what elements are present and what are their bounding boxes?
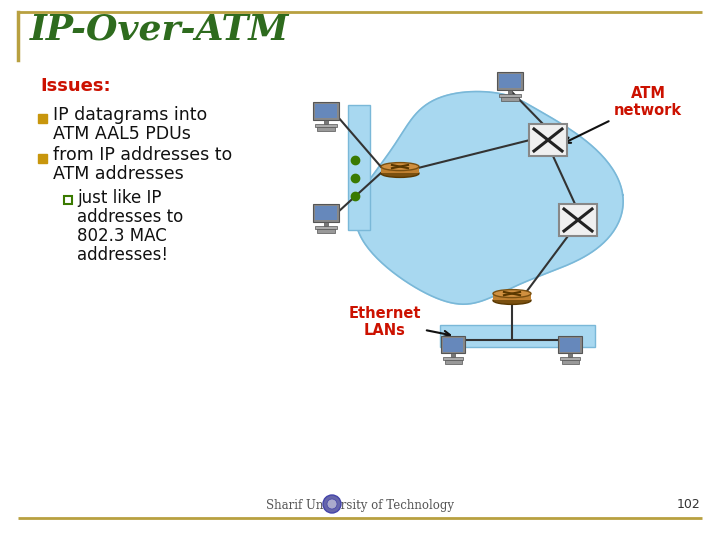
Circle shape bbox=[323, 495, 341, 513]
Bar bbox=[568, 353, 572, 357]
Bar bbox=[381, 166, 419, 173]
Text: IP datagrams into: IP datagrams into bbox=[53, 106, 207, 124]
Bar bbox=[493, 294, 531, 300]
Bar bbox=[443, 357, 463, 360]
Bar bbox=[558, 336, 582, 353]
Bar bbox=[324, 120, 328, 124]
Text: addresses!: addresses! bbox=[77, 246, 168, 264]
Text: just like IP: just like IP bbox=[77, 189, 161, 207]
Bar bbox=[317, 127, 335, 131]
Bar bbox=[440, 325, 595, 347]
Bar bbox=[498, 72, 523, 90]
Bar bbox=[560, 338, 580, 352]
Text: 802.3 MAC: 802.3 MAC bbox=[77, 227, 167, 245]
Bar bbox=[508, 90, 512, 94]
Text: ATM addresses: ATM addresses bbox=[53, 165, 184, 183]
Bar bbox=[451, 353, 455, 357]
Bar bbox=[38, 113, 47, 123]
Ellipse shape bbox=[493, 289, 531, 298]
Bar bbox=[38, 153, 47, 163]
Ellipse shape bbox=[381, 170, 419, 178]
Bar bbox=[562, 360, 578, 363]
Bar bbox=[501, 97, 519, 101]
Text: Issues:: Issues: bbox=[40, 77, 111, 95]
Bar bbox=[443, 338, 463, 352]
Bar bbox=[315, 124, 337, 127]
Text: IP-Over-ATM: IP-Over-ATM bbox=[30, 13, 289, 47]
Text: 102: 102 bbox=[676, 498, 700, 511]
Bar bbox=[499, 94, 521, 97]
Bar bbox=[444, 360, 462, 363]
Text: Sharif University of Technology: Sharif University of Technology bbox=[266, 498, 454, 511]
Bar bbox=[313, 102, 338, 120]
Text: Ethernet
LANs: Ethernet LANs bbox=[348, 306, 450, 338]
Bar bbox=[348, 105, 370, 230]
Ellipse shape bbox=[381, 163, 419, 171]
Bar bbox=[560, 357, 580, 360]
Bar bbox=[529, 124, 567, 156]
Ellipse shape bbox=[493, 296, 531, 305]
Bar bbox=[324, 222, 328, 226]
Text: from IP addresses to: from IP addresses to bbox=[53, 146, 233, 164]
Polygon shape bbox=[356, 92, 623, 304]
Text: ATM AAL5 PDUs: ATM AAL5 PDUs bbox=[53, 125, 191, 143]
Bar bbox=[313, 204, 338, 222]
Circle shape bbox=[327, 499, 337, 509]
Bar bbox=[499, 74, 521, 89]
Bar bbox=[64, 196, 72, 204]
Text: addresses to: addresses to bbox=[77, 208, 184, 226]
Text: ATM
network: ATM network bbox=[564, 86, 682, 143]
Bar bbox=[315, 206, 337, 220]
Bar bbox=[315, 226, 337, 230]
Bar bbox=[441, 336, 465, 353]
Bar bbox=[315, 104, 337, 118]
Bar bbox=[317, 230, 335, 233]
Bar bbox=[559, 204, 597, 236]
